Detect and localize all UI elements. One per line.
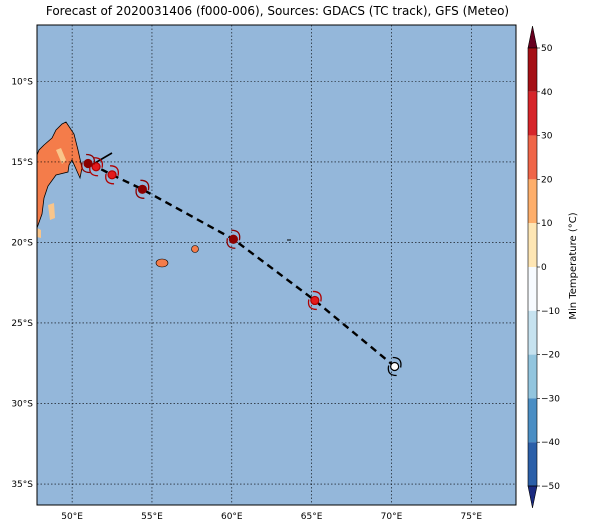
colorbar-label: Min Temperature (°C) — [568, 212, 579, 319]
map-title: Forecast of 2020031406 (f000-006), Sourc… — [45, 4, 510, 18]
colorbar-tick-label: 0 — [541, 263, 547, 273]
red-storm-icon — [89, 157, 104, 177]
white-storm-icon — [387, 356, 402, 377]
colorbar: 50 40 30 20 10 0 −10 −20 −30 −40 −50 — [527, 25, 560, 509]
colorbar-segment — [528, 91, 537, 136]
lon-tick-label: 60°E — [221, 512, 243, 522]
lat-tick-label: 10°S — [11, 77, 33, 87]
lon-tick-label: 75°E — [460, 512, 482, 522]
colorbar-segment — [528, 179, 537, 224]
mauritius-island — [191, 245, 199, 253]
latitude-ticks: 10°S 15°S 20°S 25°S 30°S 35°S — [11, 77, 33, 490]
madagascar-warm-patch — [37, 228, 41, 238]
storm-markers — [81, 153, 402, 377]
colorbar-segment — [528, 135, 537, 180]
colorbar-segment — [528, 442, 537, 486]
darkred-storm-icon — [81, 153, 96, 174]
colorbar-tick-label: 30 — [541, 132, 553, 142]
colorbar-tick-label: −40 — [541, 438, 560, 448]
colorbar-max-extension — [527, 25, 538, 49]
colorbar-min-extension — [527, 485, 538, 509]
colorbar-segment — [528, 48, 537, 92]
colorbar-segment — [528, 267, 537, 311]
colorbar-segment — [528, 310, 537, 355]
colorbar-tick-label: −30 — [541, 394, 560, 404]
colorbar-tick-label: −20 — [541, 351, 560, 361]
colorbar-segment — [528, 398, 537, 443]
colorbar-segment — [528, 223, 537, 267]
lat-tick-label: 30°S — [11, 400, 33, 410]
red-storm-icon — [307, 290, 322, 311]
colorbar-tick-label: −10 — [541, 307, 560, 317]
lat-tick-label: 20°S — [11, 238, 33, 248]
madagascar-warm-patch — [48, 203, 55, 220]
darkred-storm-icon — [226, 229, 241, 249]
ocean — [37, 25, 516, 505]
colorbar-segment — [528, 354, 537, 399]
lon-tick-label: 50°E — [61, 512, 83, 522]
lon-tick-label: 70°E — [381, 512, 403, 522]
colorbar-tick-label: 40 — [541, 88, 553, 98]
reunion-island — [155, 258, 169, 268]
gridlines — [37, 25, 516, 505]
map-area — [36, 24, 517, 506]
darkred-storm-icon — [135, 179, 150, 199]
lat-tick-label: 15°S — [11, 158, 33, 168]
lat-tick-label: 35°S — [11, 480, 33, 490]
lon-tick-label: 65°E — [301, 512, 323, 522]
lon-tick-label: 55°E — [141, 512, 163, 522]
colorbar-tick-label: 50 — [541, 44, 553, 54]
colorbar-tick-label: −50 — [541, 482, 560, 492]
lat-tick-label: 25°S — [11, 319, 33, 329]
colorbar-tick-label: 20 — [541, 175, 553, 185]
madagascar-warm-patch — [56, 148, 66, 164]
colorbar-tick-label: 10 — [541, 219, 553, 229]
longitude-ticks: 50°E 55°E 60°E 65°E 70°E 75°E — [61, 512, 482, 522]
red-storm-icon — [105, 165, 120, 185]
map-border — [36, 24, 517, 506]
